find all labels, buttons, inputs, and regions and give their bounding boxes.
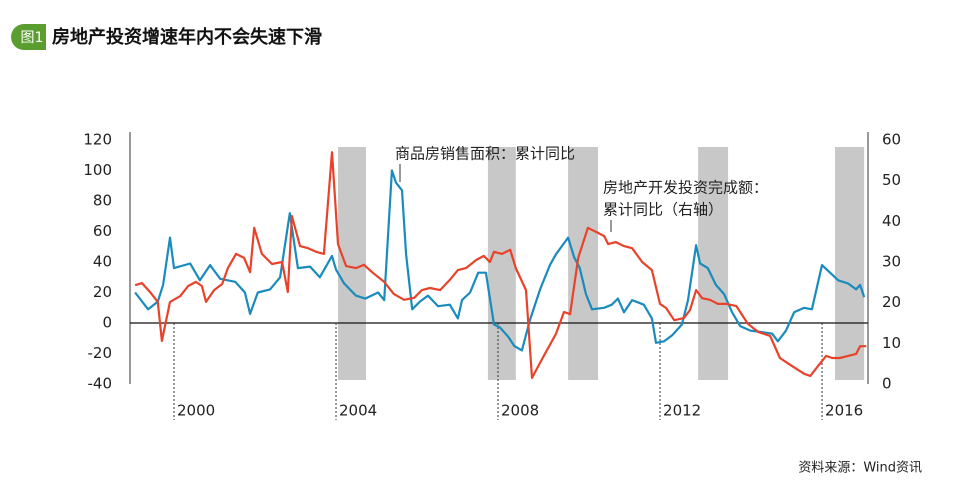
y-tick-label: 20	[93, 283, 112, 301]
x-tick-label: 2016	[825, 402, 863, 420]
shaded-period	[338, 147, 366, 380]
series-label: 商品房销售面积：累计同比	[395, 145, 575, 163]
x-tick-label: 2000	[177, 402, 215, 420]
y-tick-label: 0	[102, 314, 112, 332]
y-tick-label: 40	[93, 253, 112, 271]
badge-bg	[11, 24, 46, 50]
y-tick-label: -40	[88, 375, 113, 393]
source: 资料来源：Wind资讯	[798, 461, 922, 476]
shaded-period	[568, 147, 599, 380]
x-tick-label: 2008	[501, 402, 539, 420]
y2-tick-label: 20	[882, 293, 901, 311]
y2-tick-label: 0	[882, 375, 892, 393]
series-label: 房地产开发投资完成额：	[603, 179, 768, 197]
y-tick-label: 60	[93, 222, 112, 240]
series-line	[134, 169, 866, 352]
y2-tick-label: 30	[882, 253, 901, 271]
y-tick-label: 100	[83, 161, 112, 179]
series-line	[134, 151, 867, 379]
y2-tick-label: 60	[882, 131, 901, 149]
shaded-period	[487, 147, 516, 380]
y-tick-label: 120	[83, 131, 112, 149]
y2-tick-label: 10	[882, 334, 901, 352]
chart-title: 房地产投资增速年内不会失速下滑	[52, 26, 322, 48]
y2-tick-label: 40	[882, 212, 901, 230]
badge: 图1	[21, 30, 44, 46]
x-tick-label: 2012	[663, 402, 701, 420]
y2-tick-label: 50	[882, 171, 901, 189]
y-tick-label: -20	[88, 344, 113, 362]
x-tick-label: 2004	[339, 402, 377, 420]
shaded-period	[698, 147, 729, 380]
series-label: 累计同比（右轴）	[603, 201, 723, 219]
shaded-period	[835, 147, 865, 380]
y-tick-label: 80	[93, 192, 112, 210]
